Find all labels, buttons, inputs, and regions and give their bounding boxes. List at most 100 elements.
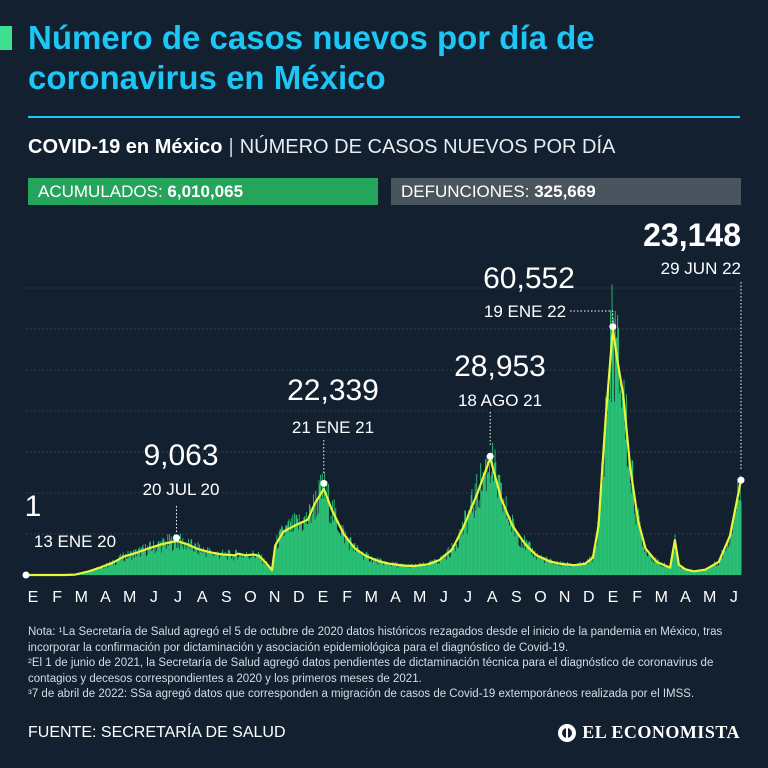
daily-bar	[523, 548, 525, 575]
daily-bar	[371, 556, 373, 575]
daily-bar	[227, 549, 229, 575]
daily-bar	[282, 535, 284, 575]
daily-bar	[684, 570, 685, 575]
daily-bar	[477, 495, 478, 575]
daily-bar	[628, 447, 630, 575]
daily-bar	[399, 564, 400, 575]
daily-bar	[663, 565, 665, 575]
daily-bar	[260, 559, 262, 575]
daily-bar	[198, 554, 200, 575]
daily-bar	[690, 571, 692, 575]
daily-bar	[161, 540, 163, 575]
daily-bar	[593, 547, 595, 575]
annotation-date: 29 JUN 22	[661, 259, 741, 278]
daily-bar	[605, 396, 607, 575]
daily-bar	[590, 560, 592, 575]
daily-bar	[106, 567, 108, 575]
daily-bar	[89, 570, 91, 575]
daily-bar	[306, 524, 308, 575]
daily-bar	[239, 552, 241, 575]
daily-bar	[156, 551, 158, 575]
daily-bar	[168, 545, 170, 575]
daily-bar	[203, 547, 205, 575]
daily-bar	[184, 544, 185, 575]
daily-bar	[230, 556, 232, 575]
daily-bar	[360, 554, 362, 575]
daily-bar	[603, 476, 605, 575]
daily-bar	[281, 527, 283, 575]
daily-bar	[621, 395, 623, 575]
daily-bar	[145, 556, 147, 575]
daily-bar	[86, 572, 88, 575]
daily-bar	[305, 522, 306, 575]
daily-bar	[137, 553, 138, 575]
daily-bar	[472, 512, 474, 575]
trend-line	[26, 327, 743, 577]
daily-bar	[669, 565, 671, 575]
daily-bar	[520, 547, 521, 575]
daily-bar	[112, 559, 114, 575]
annotation: 60,552 19 ENE 22	[483, 262, 617, 331]
daily-bar	[166, 545, 168, 575]
daily-bar	[253, 554, 255, 575]
daily-bar	[479, 508, 481, 575]
daily-bar	[678, 562, 680, 575]
daily-bar	[494, 449, 496, 575]
daily-bar	[416, 567, 418, 575]
daily-bar	[448, 547, 450, 575]
annotation-value: 28,953	[454, 350, 546, 383]
daily-bar	[98, 567, 100, 575]
daily-bar	[580, 564, 582, 575]
daily-bar	[547, 558, 549, 575]
daily-bar	[469, 505, 471, 575]
x-tick-label: O	[534, 589, 546, 606]
x-tick-label: A	[680, 589, 691, 606]
daily-bar	[541, 557, 543, 575]
daily-bar	[223, 554, 224, 575]
daily-bar	[726, 547, 728, 575]
daily-bar	[688, 570, 690, 575]
daily-bar	[139, 546, 141, 575]
daily-bar	[572, 566, 574, 575]
daily-bar	[123, 560, 125, 575]
daily-bar	[266, 561, 267, 575]
daily-bar	[501, 506, 503, 575]
daily-bar	[454, 551, 456, 575]
daily-bar	[228, 549, 230, 575]
daily-bar	[103, 568, 105, 575]
daily-bar	[689, 571, 691, 575]
daily-bar	[647, 556, 649, 575]
title-rule	[28, 116, 740, 118]
daily-bar	[437, 563, 439, 575]
x-tick-label: A	[100, 589, 111, 606]
daily-bar	[293, 513, 295, 575]
daily-bar	[368, 561, 370, 575]
daily-bar	[666, 566, 668, 575]
daily-bar	[625, 394, 627, 575]
daily-bar	[192, 550, 194, 575]
daily-bar	[193, 551, 195, 575]
daily-bar	[680, 568, 681, 575]
daily-bar	[314, 519, 316, 575]
daily-bar	[485, 491, 487, 575]
daily-bar	[345, 535, 347, 575]
chart-notes: Nota: ¹La Secretaría de Salud agregó el …	[28, 625, 743, 703]
daily-bar	[718, 564, 720, 575]
daily-bar	[279, 528, 281, 575]
daily-bar	[651, 561, 653, 575]
daily-bar	[236, 554, 238, 575]
daily-bar	[430, 560, 431, 575]
daily-bar	[430, 564, 432, 575]
daily-bar	[121, 554, 123, 575]
daily-bar	[371, 562, 373, 575]
daily-bar	[566, 564, 568, 575]
daily-bar	[739, 475, 741, 575]
daily-bar	[602, 484, 603, 575]
daily-bar	[614, 310, 616, 575]
daily-bar	[649, 552, 650, 575]
daily-bar	[108, 564, 110, 575]
daily-bar	[353, 543, 355, 575]
daily-bar	[427, 566, 429, 575]
daily-bar	[192, 547, 193, 575]
daily-bar	[336, 518, 338, 575]
